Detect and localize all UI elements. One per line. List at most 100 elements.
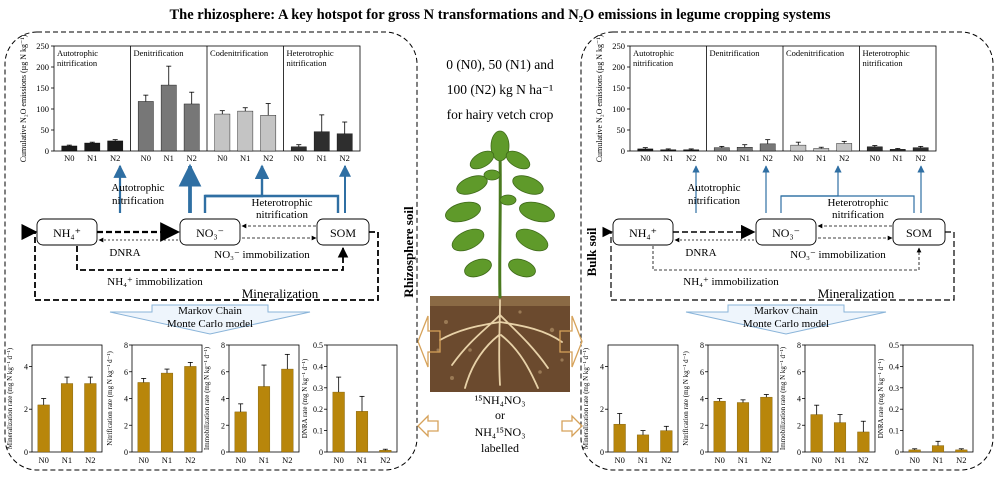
rhizo-heterotrophic-label-1: Heterotrophic	[251, 197, 312, 209]
rhizo-no3-immobilization-label: NO₃⁻ immobilization	[214, 249, 310, 261]
rhizo-nit-rate-xtick-label: N1	[162, 455, 172, 465]
figure-title: The rhizosphere: A key hotspot for gross…	[169, 7, 830, 23]
rhizo-n2o-bar	[260, 115, 277, 152]
rhizo-imm-rate-bar	[257, 386, 271, 453]
rhizo-n2o-group-label: nitrification	[287, 58, 328, 68]
rhizo-n2o-ylabel: Cumulative N₂O emissions (µg N kg⁻¹)	[19, 34, 28, 162]
rhizo-dnra-rate-ytick-label: 0	[319, 448, 323, 457]
rhizo-som-label: SOM	[330, 226, 356, 240]
rhizo-dnra-rate-ytick-label: 0.4	[313, 362, 323, 371]
rhizo-dnra-label: DNRA	[109, 247, 140, 259]
rhizo-autotrophic-label-1: Autotrophic	[111, 182, 164, 194]
rhizo-dnra-rate-bar	[355, 411, 369, 453]
bulk-imm-rate-xtick-label: N2	[858, 455, 868, 465]
bulk-n2o-xtick-label: N0	[793, 153, 803, 163]
bulk-autotrophic-label-1: Autotrophic	[687, 182, 740, 194]
bulk-n2o-group-label: Codenitrification	[786, 48, 845, 58]
bulk-mineralization-arrow	[602, 226, 955, 301]
rhizo-dnra-rate-ylabel: DNRA rate (mg N kg⁻¹ d⁻¹)	[301, 358, 309, 438]
rhizo-nit-rate-ytick-label: 0	[124, 448, 128, 457]
rhizo-n2o-xtick-label: N1	[317, 153, 327, 163]
bulk-no3-label: NO₃⁻	[772, 226, 800, 240]
bulk-n2o-xtick-label: N0	[870, 153, 880, 163]
bulk-dnra-rate-xtick-label: N2	[956, 455, 966, 465]
bulk-min-rate-ytick-label: 4	[600, 362, 604, 371]
soil-double-arrows	[417, 315, 583, 438]
bulk-dnra-rate-ytick-label: 0.5	[889, 341, 899, 350]
rhizo-n2o-xtick-label: N1	[87, 153, 97, 163]
rhizo-n2o-xtick-label: N2	[110, 153, 120, 163]
rhizosphere-side-label: Rhizosphere soil	[401, 206, 416, 298]
rhizo-nit-rate-ytick-label: 2	[124, 421, 128, 430]
rhizo-n2o-xtick-label: N2	[263, 153, 273, 163]
rhizo-nit-rate-bar	[184, 366, 197, 453]
hairy-vetch-plant-illustration	[417, 130, 583, 438]
bulk-min-rate-xtick-label: N1	[638, 455, 648, 465]
rhizo-dnra-rate-ytick-label: 0.3	[313, 384, 323, 393]
bulk-nh4-immobilization-label: NH₄⁺ immobilization	[683, 276, 779, 288]
rhizo-n2o-group-label: Codenitrification	[210, 48, 269, 58]
rhizo-nit-rate-ytick-label: 8	[124, 341, 128, 350]
rhizo-nit-rate-xtick-label: N0	[138, 455, 148, 465]
bulk-min-rate-xtick-label: N0	[614, 455, 624, 465]
rhizo-n2o-bar	[214, 113, 231, 152]
bulk-min-rate-bar	[613, 423, 626, 453]
rhizo-mineralization-label: Mineralization	[242, 286, 319, 301]
bulk-n2o-bar	[790, 144, 807, 152]
bulk-n2o-ytick-label: 200	[612, 62, 625, 72]
bulk-n2o-bar	[912, 147, 929, 152]
bulk-n2o-xtick-label: N0	[717, 153, 727, 163]
bulk-dnra-rate-ytick-label: 0	[895, 448, 899, 457]
bulk-imm-rate-bar	[810, 414, 823, 453]
bulk-n2o-group-label: Heterotrophic	[863, 48, 910, 58]
rhizo-nit-rate-ytick-label: 6	[124, 368, 128, 377]
bulk-n2o-xtick-label: N1	[893, 153, 903, 163]
rhizo-imm-rate-xtick-label: N1	[259, 455, 269, 465]
bulk-nit-rate-xtick-label: N2	[761, 455, 771, 465]
bulk-heterotrophic-label-1: Heterotrophic	[827, 197, 888, 209]
bulk-n2o-bar	[759, 143, 776, 152]
bulk-nit-rate-ytick-label: 8	[700, 341, 704, 350]
rhizo-mineralization-arrow	[21, 223, 379, 301]
rhizo-n2o-bar	[160, 84, 177, 152]
rhizo-imm-rate-xtick-label: N2	[282, 455, 292, 465]
bulk-imm-rate-xtick-label: N0	[811, 455, 821, 465]
rhizo-min-rate-ytick-label: 4	[24, 362, 28, 371]
rhizo-imm-rate-ytick-label: 8	[221, 341, 225, 350]
bulk-nit-rate-ylabel: Nitrification rate (mg N kg⁻¹ d⁻¹)	[682, 351, 690, 446]
rhizo-n2o-ytick-label: 200	[36, 62, 49, 72]
rhizo-n2o-xtick-label: N0	[64, 153, 74, 163]
bulk-imm-rate-xtick-label: N1	[835, 455, 845, 465]
rhizo-n2o-bar	[237, 110, 254, 152]
bulk-nit-rate-xtick-label: N1	[738, 455, 748, 465]
bulk-n2o-ytick-label: 150	[612, 83, 625, 93]
bulk-som-label: SOM	[906, 226, 932, 240]
rhizo-dnra-rate-xtick-label: N1	[357, 455, 367, 465]
rhizo-imm-rate-ytick-label: 2	[221, 421, 225, 430]
rhizo-nit-rate-bar	[137, 382, 150, 453]
bulk-dnra-rate-bar	[931, 445, 945, 453]
bulk-n2o-bar	[836, 143, 853, 152]
bulk-min-rate-ylabel: Mineralization rate (mg N kg⁻¹ d⁻¹)	[582, 347, 590, 449]
soil-specks	[436, 310, 564, 380]
bulk-n2o-bar	[866, 146, 883, 152]
treatment-description: 0 (N0), 50 (N1) and 100 (N2) kg N ha⁻¹ f…	[446, 57, 554, 122]
label-line-1: ¹⁵NH₄NO₃	[475, 393, 526, 407]
rhizo-n2o-bar	[183, 103, 200, 152]
label-line-2: or	[495, 408, 505, 422]
bulk-n2o-ylabel: Cumulative N₂O emissions (µg N kg⁻¹)	[595, 34, 604, 162]
rhizo-n2o-bar	[336, 133, 353, 152]
bulk-dnra-rate-ytick-label: 0.2	[889, 405, 899, 414]
bulk-n2o-group-label: nitrification	[633, 58, 674, 68]
rhizo-n2o-xtick-label: N0	[217, 153, 227, 163]
bulk-nh4-label: NH₄⁺	[629, 226, 657, 240]
bulk-n2o-bar	[660, 149, 677, 152]
bulk-n2o-ytick-label: 100	[612, 104, 625, 114]
treatment-line-3: for hairy vetch crop	[447, 107, 554, 122]
bulk-imm-rate-ylabel: Immobilization rate (mg N kg⁻¹ d⁻¹)	[779, 346, 787, 450]
bulk-autotrophic-label-2: nitrification	[688, 195, 740, 207]
rhizosphere-panel-frame	[4, 31, 418, 471]
